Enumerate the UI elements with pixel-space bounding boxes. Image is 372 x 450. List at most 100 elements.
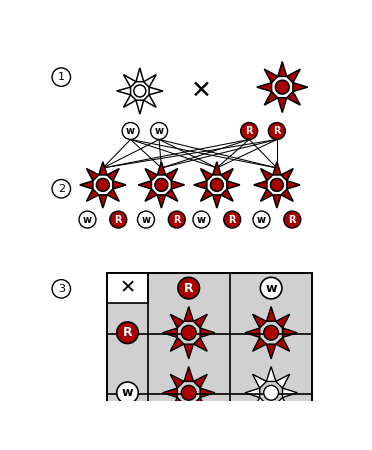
Polygon shape — [287, 69, 300, 83]
Circle shape — [96, 179, 109, 191]
Polygon shape — [266, 306, 276, 321]
Polygon shape — [200, 328, 215, 338]
Polygon shape — [113, 181, 126, 189]
Circle shape — [151, 122, 167, 140]
Circle shape — [52, 180, 71, 198]
Polygon shape — [184, 306, 193, 321]
Text: w: w — [265, 282, 277, 295]
Text: R: R — [289, 215, 296, 225]
Polygon shape — [80, 181, 93, 189]
Polygon shape — [107, 169, 119, 181]
Text: 3: 3 — [58, 284, 65, 294]
Polygon shape — [221, 189, 233, 201]
Polygon shape — [293, 83, 308, 91]
Text: ✕: ✕ — [119, 279, 136, 297]
Polygon shape — [257, 83, 272, 91]
Polygon shape — [136, 100, 144, 114]
Circle shape — [79, 211, 96, 228]
Circle shape — [181, 325, 196, 340]
Text: w: w — [155, 126, 164, 136]
Polygon shape — [124, 75, 136, 87]
Polygon shape — [193, 397, 207, 411]
Circle shape — [155, 179, 168, 191]
Polygon shape — [170, 374, 184, 388]
Text: ✕: ✕ — [191, 79, 212, 103]
Polygon shape — [107, 189, 119, 201]
Polygon shape — [273, 162, 281, 175]
Polygon shape — [184, 367, 193, 382]
Polygon shape — [184, 344, 193, 359]
Polygon shape — [194, 181, 207, 189]
Circle shape — [193, 211, 210, 228]
Circle shape — [260, 277, 282, 299]
Polygon shape — [276, 397, 290, 411]
Polygon shape — [200, 388, 215, 397]
Text: R: R — [115, 215, 122, 225]
Text: w: w — [126, 126, 135, 136]
Polygon shape — [282, 388, 297, 397]
Polygon shape — [144, 75, 156, 87]
Polygon shape — [278, 62, 287, 76]
Polygon shape — [227, 181, 240, 189]
Circle shape — [178, 277, 199, 299]
Circle shape — [270, 179, 283, 191]
Circle shape — [168, 211, 185, 228]
Text: R: R — [228, 215, 236, 225]
Polygon shape — [213, 195, 221, 208]
Polygon shape — [145, 169, 157, 181]
Polygon shape — [260, 169, 273, 181]
Polygon shape — [213, 162, 221, 175]
Polygon shape — [193, 338, 207, 351]
Polygon shape — [276, 338, 290, 351]
Text: R: R — [246, 126, 253, 136]
Polygon shape — [276, 374, 290, 388]
Text: R: R — [123, 326, 132, 339]
Polygon shape — [266, 404, 276, 419]
Circle shape — [181, 385, 196, 400]
Circle shape — [210, 179, 223, 191]
Text: R: R — [273, 126, 280, 136]
Text: w: w — [83, 215, 92, 225]
Polygon shape — [170, 397, 184, 411]
Polygon shape — [99, 195, 107, 208]
Polygon shape — [117, 87, 131, 95]
Polygon shape — [138, 181, 151, 189]
Polygon shape — [245, 328, 260, 338]
Circle shape — [134, 85, 146, 97]
Circle shape — [269, 122, 285, 140]
Circle shape — [275, 80, 289, 94]
Text: R: R — [173, 215, 180, 225]
Circle shape — [264, 385, 279, 400]
Text: R: R — [184, 282, 193, 295]
Polygon shape — [201, 169, 213, 181]
Polygon shape — [124, 95, 136, 107]
Polygon shape — [245, 388, 260, 397]
Circle shape — [122, 122, 139, 140]
Polygon shape — [166, 169, 178, 181]
Circle shape — [117, 322, 138, 343]
Bar — [108, 274, 312, 423]
Polygon shape — [264, 69, 278, 83]
Polygon shape — [266, 367, 276, 382]
Polygon shape — [264, 91, 278, 105]
Circle shape — [284, 211, 301, 228]
Polygon shape — [184, 404, 193, 419]
Text: 1: 1 — [58, 72, 65, 82]
Polygon shape — [221, 169, 233, 181]
Polygon shape — [278, 98, 287, 112]
Polygon shape — [193, 374, 207, 388]
Bar — [108, 274, 148, 303]
Circle shape — [52, 279, 71, 298]
Polygon shape — [266, 344, 276, 359]
Polygon shape — [157, 162, 166, 175]
Polygon shape — [163, 388, 177, 397]
Circle shape — [253, 211, 270, 228]
Polygon shape — [166, 189, 178, 201]
Polygon shape — [287, 91, 300, 105]
Polygon shape — [276, 314, 290, 328]
Circle shape — [138, 211, 154, 228]
Text: w: w — [122, 386, 133, 399]
Polygon shape — [170, 314, 184, 328]
Polygon shape — [281, 189, 293, 201]
Polygon shape — [149, 87, 163, 95]
